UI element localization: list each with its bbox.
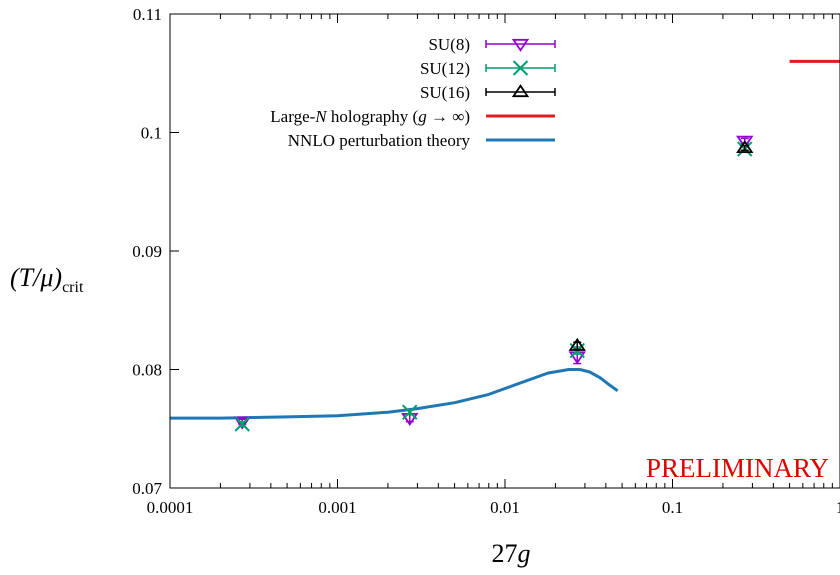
marker	[514, 40, 528, 51]
y-tick-label: 0.1	[141, 124, 162, 143]
legend-entry: SU(8)	[428, 35, 555, 54]
legend-label: SU(16)	[420, 83, 470, 102]
y-axis-title: (T/μ)crit	[10, 263, 84, 296]
legend-entry: NNLO perturbation theory	[288, 131, 555, 150]
legend-label: SU(12)	[420, 59, 470, 78]
x-tick-label: 1	[836, 498, 840, 517]
y-tick-label: 0.09	[132, 242, 162, 261]
x-tick-label: 0.01	[490, 498, 520, 517]
legend-entry: Large-N holography (g → ∞)	[270, 107, 555, 126]
legend-entry: SU(16)	[420, 83, 555, 102]
legend: SU(8) SU(12) SU(16) Large-N holography (g →…	[270, 35, 555, 150]
legend-label: SU(8)	[428, 35, 470, 54]
y-tick-label: 0.11	[133, 5, 162, 24]
x-tick-label: 0.001	[318, 498, 356, 517]
series-line-1	[170, 370, 618, 419]
x-tick-label: 0.1	[662, 498, 683, 517]
preliminary-annotation: PRELIMINARY	[646, 453, 829, 483]
data-point	[403, 414, 417, 425]
legend-entry: SU(12)	[420, 59, 555, 78]
y-tick-label: 0.07	[132, 479, 162, 498]
data-points	[235, 137, 752, 431]
x-tick-label: 0.0001	[147, 498, 194, 517]
x-axis-title: 27g	[492, 539, 531, 568]
legend-label: Large-N holography (g → ∞)	[270, 107, 470, 126]
marker	[514, 86, 528, 97]
legend-label: NNLO perturbation theory	[288, 131, 471, 150]
y-tick-label: 0.08	[132, 361, 162, 380]
axes: 0.070.080.090.10.110.0001 0.001 0.01 0.1 1	[132, 5, 840, 517]
